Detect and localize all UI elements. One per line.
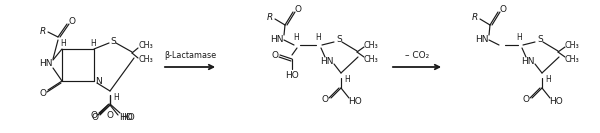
Text: HO: HO [549, 97, 563, 105]
Text: R: R [472, 13, 478, 22]
Text: CH₃: CH₃ [565, 41, 580, 49]
Text: H: H [344, 74, 350, 84]
Text: H: H [293, 34, 299, 43]
Text: O: O [91, 113, 98, 122]
Text: HO: HO [285, 70, 299, 80]
Text: HN: HN [39, 59, 53, 68]
Text: S: S [336, 36, 342, 45]
Text: HO: HO [348, 97, 362, 105]
Text: HO: HO [119, 113, 133, 122]
Text: H: H [315, 34, 321, 43]
Text: N: N [95, 78, 101, 86]
Text: O: O [107, 111, 113, 119]
Text: H: H [516, 34, 522, 43]
Text: HN: HN [521, 57, 535, 65]
Text: R: R [40, 26, 46, 36]
Text: CH₃: CH₃ [565, 55, 580, 63]
Text: CH₃: CH₃ [364, 55, 379, 63]
Text: O: O [322, 95, 329, 105]
Text: R: R [267, 13, 273, 22]
Text: O: O [40, 90, 47, 99]
Text: O: O [68, 16, 76, 26]
Text: O: O [295, 5, 302, 14]
Text: HO: HO [121, 113, 135, 122]
Text: CH₃: CH₃ [139, 55, 154, 65]
Text: O: O [271, 51, 278, 61]
Text: H: H [90, 38, 96, 47]
Text: HN: HN [270, 36, 284, 45]
Text: H: H [113, 92, 119, 101]
Text: O: O [523, 95, 530, 105]
Text: H: H [545, 74, 551, 84]
Text: CH₃: CH₃ [139, 41, 154, 51]
Text: S: S [110, 36, 116, 45]
Text: S: S [537, 36, 543, 45]
Text: H: H [60, 38, 66, 47]
Text: β-Lactamase: β-Lactamase [164, 51, 216, 61]
Text: – CO₂: – CO₂ [405, 51, 429, 61]
Text: HN: HN [320, 57, 334, 65]
Text: CH₃: CH₃ [364, 41, 379, 49]
Text: O: O [499, 5, 506, 14]
Text: O: O [91, 111, 97, 119]
Text: HN: HN [475, 36, 489, 45]
